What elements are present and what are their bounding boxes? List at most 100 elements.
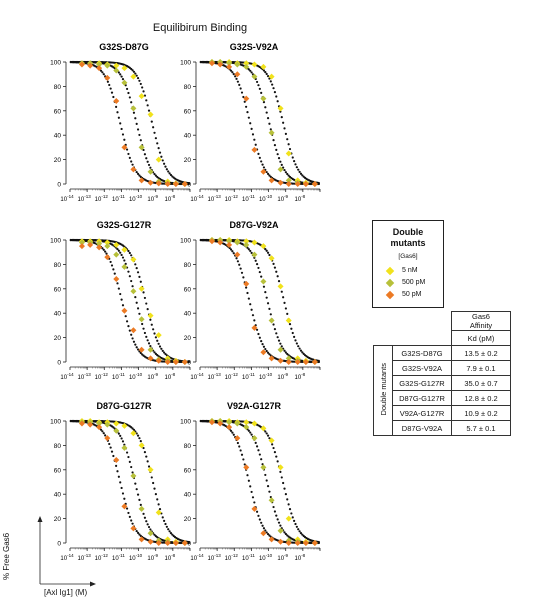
fit-curve-dot (260, 521, 263, 524)
x-tick-label: 10-12 (95, 372, 109, 381)
x-tick-label: 10-9 (147, 553, 158, 562)
fit-curve-dot (283, 349, 286, 352)
x-tick-label: 10-13 (78, 194, 92, 203)
fit-curve-dot (293, 160, 296, 163)
fit-curve-dot (294, 163, 297, 166)
diamond-marker-icon (385, 290, 395, 299)
fit-curve-dot (246, 111, 249, 114)
fit-curve-dot (187, 360, 190, 364)
data-point (208, 60, 215, 67)
fit-curve-dot (128, 329, 131, 332)
data-point (251, 435, 258, 442)
fit-curve-dot (119, 292, 122, 296)
x-tick-label: 10-12 (225, 553, 239, 562)
fit-curve-dot (164, 165, 167, 168)
chart-panel: D87G-G127R02040608010010-1410-1310-1210-… (50, 401, 191, 562)
data-point (260, 243, 267, 250)
x-tick-label: 10-8 (295, 553, 306, 562)
data-point (260, 464, 267, 471)
y-tick-label: 20 (184, 157, 192, 164)
fit-curve-dot (146, 104, 149, 107)
fit-curve-dot (279, 342, 282, 345)
data-point (208, 419, 215, 426)
fit-curve-dot (257, 332, 260, 336)
fit-curve-dot (262, 285, 266, 288)
fit-curve-dot (273, 451, 277, 454)
data-point (113, 276, 120, 283)
mutant-cell: D87G-V92A (392, 420, 452, 436)
data-point (164, 540, 171, 546)
fit-curve-dot (261, 163, 264, 166)
data-point (226, 63, 233, 70)
y-tick-label: 20 (54, 157, 62, 164)
fit-curve-dot (283, 531, 286, 534)
fit-curve-dot (283, 168, 286, 172)
fit-curve-dot (286, 172, 289, 176)
x-tick-label: 10-12 (225, 372, 239, 381)
fit-curve-dot (238, 445, 241, 448)
fit-curve-dot (268, 174, 271, 177)
fit-curve-dot (273, 91, 277, 94)
fit-curve-dot (112, 95, 115, 99)
x-tick-label: 10-12 (95, 194, 109, 203)
fit-curve-dot (143, 451, 147, 454)
fit-curve-dot (258, 270, 261, 274)
y-tick-label: 80 (184, 443, 192, 450)
x-tick-label: 10-10 (129, 553, 143, 562)
y-tick-label: 60 (54, 467, 62, 474)
y-tick-label: 0 (187, 182, 191, 189)
chart-panel: G32S-D87G02040608010010-1410-1310-1210-1… (50, 42, 191, 203)
fit-curve-dot (110, 450, 114, 453)
fit-curve-dot (142, 327, 145, 330)
fit-curve-dot (153, 172, 156, 176)
fit-curve-dot (266, 485, 270, 488)
fit-curve-dot (254, 441, 257, 444)
fit-curve-dot (255, 263, 259, 266)
fit-curve-dot (284, 532, 287, 536)
data-point (226, 424, 233, 431)
fit-curve-dot (268, 437, 271, 440)
fit-curve-dot (154, 352, 157, 355)
data-point (155, 180, 162, 187)
y-tick-label: 60 (184, 108, 192, 115)
x-tick-label: 10-14 (60, 372, 74, 381)
fit-curve-dot (253, 319, 256, 322)
kd-cell: 12.8 ± 0.2 (451, 390, 511, 406)
fit-curve-dot (138, 79, 141, 82)
fit-curve-dot (132, 111, 136, 114)
fit-curve-dot (283, 301, 286, 304)
fit-curve-dot (280, 116, 283, 119)
fit-curve-dot (250, 308, 253, 311)
data-point (277, 346, 284, 353)
data-point (147, 179, 154, 186)
fit-curve-dot (232, 73, 235, 76)
data-point (217, 61, 224, 68)
data-point (251, 420, 258, 427)
fit-curve-dot (257, 449, 260, 452)
fit-curve-dot (294, 522, 297, 526)
fit-curve-dot (249, 431, 252, 434)
fit-curve-dot (106, 80, 109, 83)
fit-curve-dot (163, 351, 166, 354)
fit-curve-dot (187, 541, 190, 545)
data-point (130, 525, 137, 532)
data-point (302, 359, 309, 365)
legend-item-label: 500 pM (402, 279, 426, 286)
data-point (260, 530, 267, 537)
fit-curve-dot (156, 142, 159, 145)
fit-curve-dot (240, 91, 244, 94)
fit-curve-dot (127, 91, 130, 95)
x-tick-label: 10-11 (112, 194, 125, 203)
fit-curve-dot (284, 307, 287, 310)
fit-curve-dot (294, 339, 297, 342)
fit-curve-dot (235, 77, 238, 80)
fit-curve-dot (282, 121, 285, 124)
fit-curve-dot (104, 434, 107, 437)
fit-curve-dot (153, 131, 156, 134)
affinity-header: Gas6 Affinity (451, 311, 511, 331)
data-point (104, 74, 111, 81)
fit-curve-dot (266, 117, 270, 120)
diamond-marker-icon (385, 266, 395, 275)
fit-curve-dot (266, 302, 270, 305)
fit-curve-dot (127, 249, 130, 253)
